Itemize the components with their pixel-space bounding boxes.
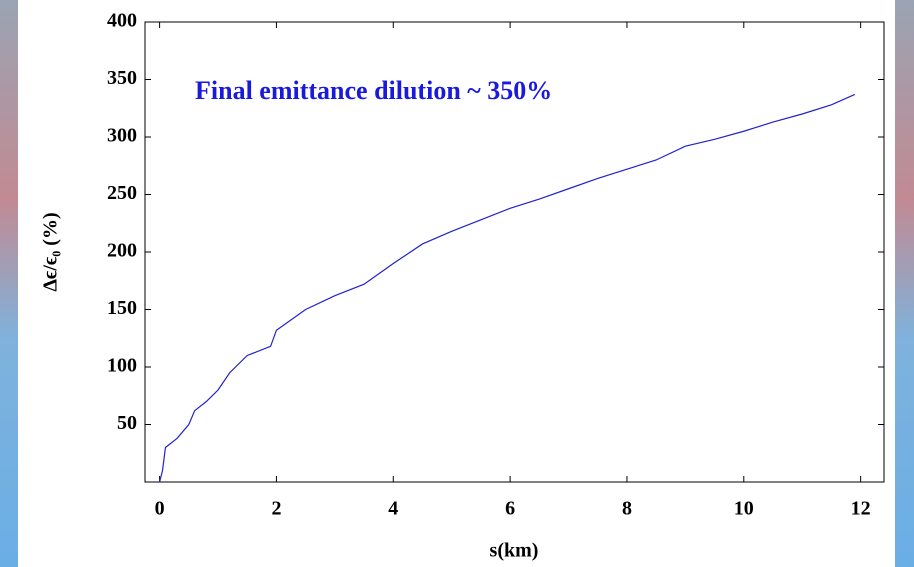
x-tick-label: 8: [622, 498, 632, 520]
chart-panel: [18, 0, 895, 567]
x-tick-label: 2: [271, 498, 281, 520]
y-tick-label: 200: [107, 240, 137, 262]
x-tick-label: 12: [851, 498, 871, 520]
x-tick-label: 0: [155, 498, 165, 520]
y-tick-label: 250: [107, 182, 137, 204]
y-tick-label: 400: [107, 10, 137, 32]
y-tick-label: 350: [107, 67, 137, 89]
y-tick-label: 300: [107, 125, 137, 147]
y-axis-label: Δϵ/ϵ₀ (%): [40, 212, 62, 291]
x-tick-label: 4: [388, 498, 398, 520]
y-tick-label: 100: [107, 355, 137, 377]
x-tick-label: 10: [734, 498, 754, 520]
y-tick-label: 50: [117, 412, 137, 434]
annotation: Final emittance dilution ~ 350%: [195, 76, 552, 105]
x-tick-label: 6: [505, 498, 515, 520]
x-axis-label: s(km): [490, 540, 539, 562]
y-tick-label: 150: [107, 297, 137, 319]
data-line: [159, 93, 856, 483]
